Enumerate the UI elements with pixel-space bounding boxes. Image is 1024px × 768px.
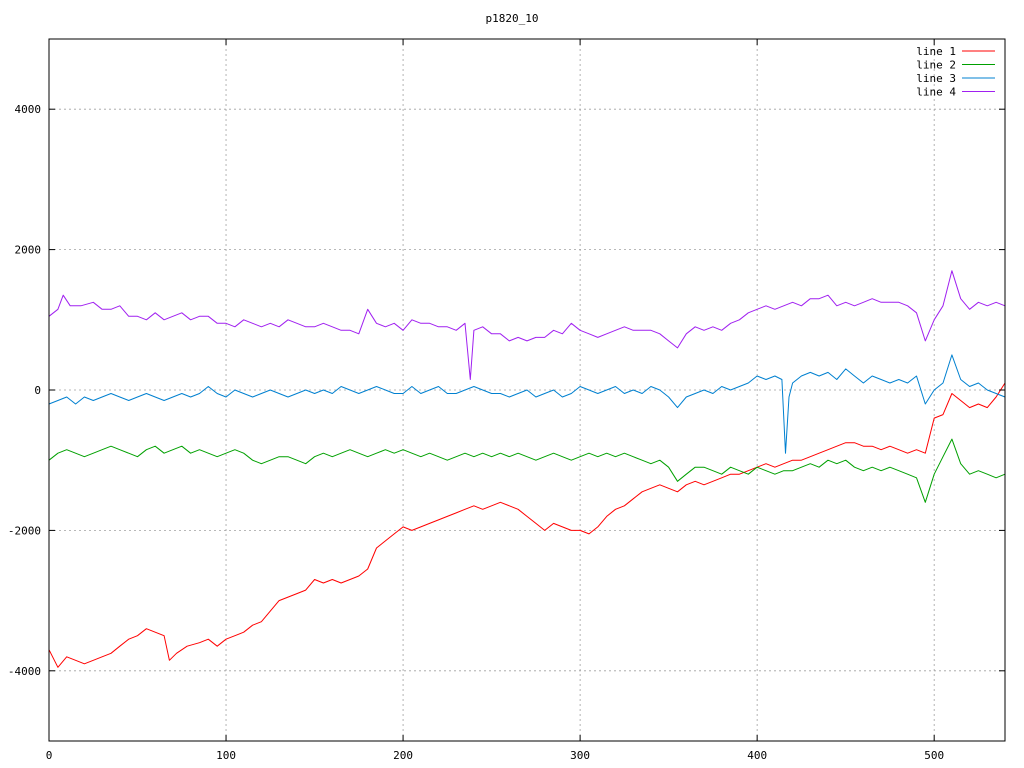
legend-label-4: line 4 [916,86,956,99]
legend-label-3: line 3 [916,72,956,85]
y-tick-label: 4000 [15,103,42,116]
axis-ticks: -4000 -2000 0 2000 4000 0 100 200 300 400 500 [8,39,1005,762]
series-line-1 [48,382,1006,668]
x-tick-label: 0 [46,749,53,762]
y-tick-label: -4000 [8,665,41,678]
series-line-2 [48,438,1006,503]
x-tick-label: 100 [216,749,236,762]
x-tick-label: 500 [924,749,944,762]
series-group [48,270,1006,668]
legend-label-1: line 1 [916,45,956,58]
x-tick-label: 200 [393,749,413,762]
series-line-4 [48,270,1006,380]
y-tick-label: -2000 [8,524,41,537]
series-line-3 [48,354,1006,454]
x-tick-label: 300 [570,749,590,762]
y-tick-label: 2000 [15,244,42,257]
chart-title: p1820_10 [486,12,539,25]
x-tick-label: 400 [747,749,767,762]
y-tick-label: 0 [34,384,41,397]
legend-label-2: line 2 [916,59,956,72]
